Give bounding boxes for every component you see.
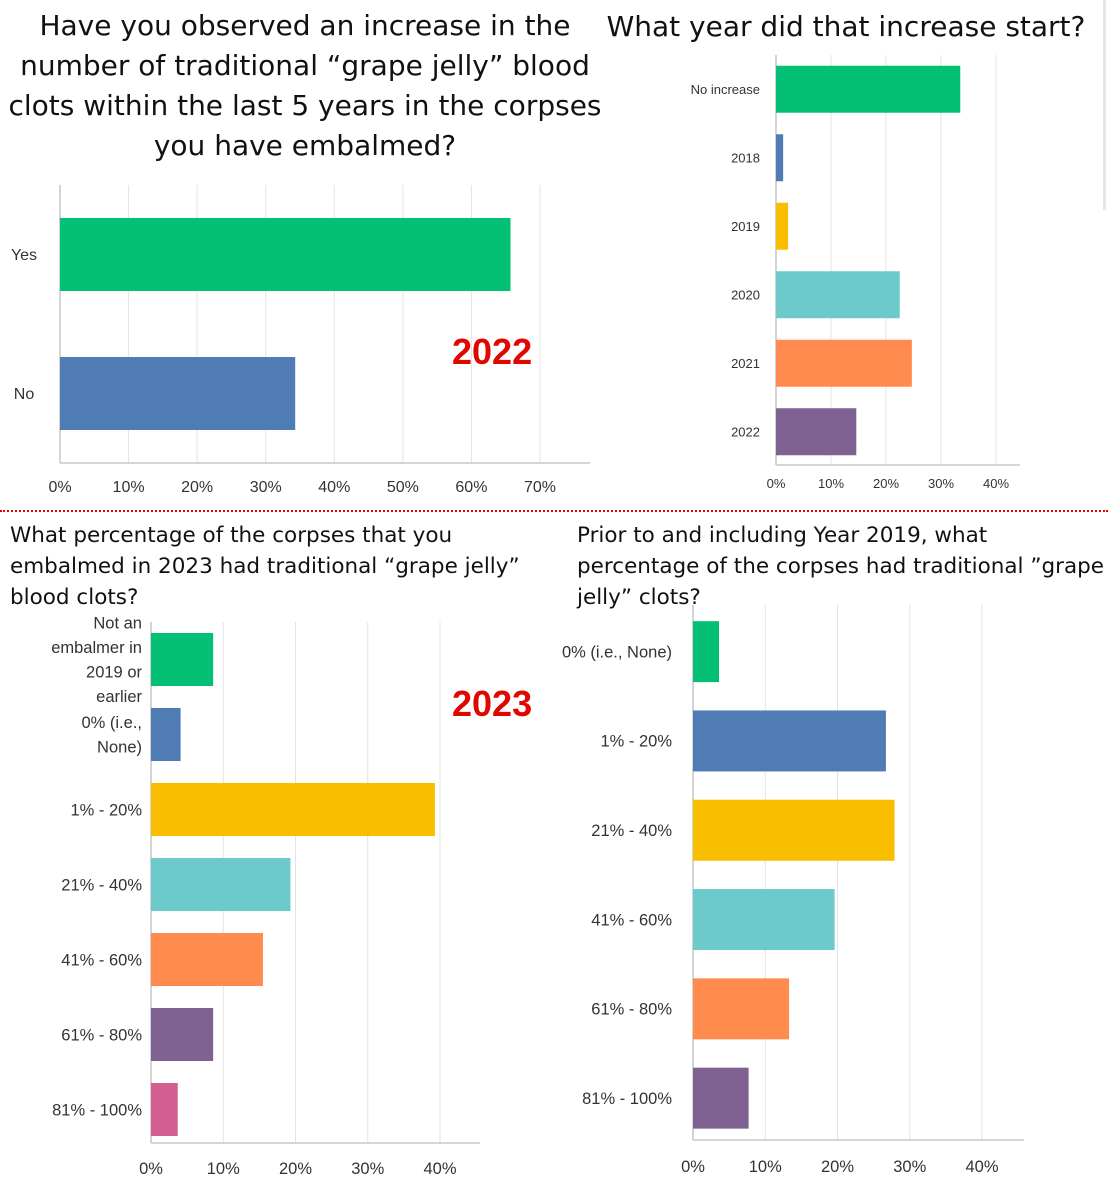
- category-label: 0% (i.e., None): [562, 643, 672, 661]
- category-label: 61% - 80%: [591, 1001, 672, 1019]
- x-tick-label: 10%: [207, 1160, 240, 1178]
- x-tick-label: 70%: [524, 479, 556, 496]
- bar: [776, 271, 900, 319]
- bar: [693, 710, 886, 772]
- x-tick-label: 30%: [893, 1158, 926, 1176]
- category-label: 2021: [731, 356, 760, 371]
- x-tick-label: 20%: [279, 1160, 312, 1178]
- category-label: 2020: [731, 287, 760, 302]
- bar: [151, 933, 263, 986]
- chart-title-pre-2019-percentage: Prior to and including Year 2019, what p…: [577, 523, 1105, 610]
- x-tick-label: 20%: [181, 479, 213, 496]
- bar: [776, 339, 912, 387]
- category-label: 21% - 40%: [591, 822, 672, 840]
- category-label: No: [14, 386, 35, 403]
- x-tick-label: 20%: [821, 1158, 854, 1176]
- bar: [693, 889, 835, 951]
- x-tick-label: 20%: [873, 476, 899, 491]
- bar: [693, 978, 790, 1040]
- category-label: 41% - 60%: [591, 911, 672, 929]
- category-label: No increase: [691, 82, 760, 97]
- category-label: 0% (i.e., None): [81, 714, 142, 757]
- bar: [151, 633, 214, 686]
- x-tick-label: 0%: [139, 1160, 163, 1178]
- x-tick-label: 10%: [113, 479, 145, 496]
- x-tick-label: 50%: [387, 479, 419, 496]
- x-tick-label: 10%: [749, 1158, 782, 1176]
- chart-title-increase-start-year: What year did that increase start?: [606, 10, 1086, 43]
- x-tick-label: 30%: [351, 1160, 384, 1178]
- category-label: 61% - 80%: [61, 1026, 142, 1044]
- x-tick-label: 60%: [455, 479, 487, 496]
- bar: [151, 1008, 214, 1061]
- bar: [776, 65, 961, 113]
- bar: [60, 357, 296, 430]
- category-label: 2018: [731, 150, 760, 165]
- bar: [776, 134, 784, 182]
- category-label: Not an embalmer in 2019 or earlier: [51, 615, 142, 707]
- bar: [151, 783, 435, 836]
- bar: [693, 621, 720, 683]
- x-tick-label: 0%: [681, 1158, 705, 1176]
- x-tick-label: 0%: [767, 476, 786, 491]
- bar: [60, 218, 511, 291]
- category-label: Yes: [11, 247, 37, 264]
- x-tick-label: 30%: [250, 479, 282, 496]
- x-tick-label: 40%: [423, 1160, 456, 1178]
- bar: [693, 1067, 749, 1129]
- x-tick-label: 30%: [928, 476, 954, 491]
- category-label: 2019: [731, 219, 760, 234]
- window-edge: [1103, 0, 1106, 210]
- x-tick-label: 10%: [818, 476, 844, 491]
- category-label: 81% - 100%: [52, 1101, 142, 1119]
- bar: [151, 708, 181, 761]
- chart-title-clot-increase: Have you observed an increase in the num…: [8, 9, 602, 162]
- bar: [693, 799, 895, 861]
- section-divider: [0, 510, 1108, 512]
- category-label: 21% - 40%: [61, 876, 142, 894]
- category-label: 1% - 20%: [600, 733, 672, 751]
- year-tag-2023: 2023: [452, 683, 533, 724]
- x-tick-label: 40%: [983, 476, 1009, 491]
- category-label: 2022: [731, 424, 760, 439]
- bar: [776, 202, 789, 250]
- category-label: 81% - 100%: [582, 1090, 672, 1108]
- x-tick-label: 40%: [318, 479, 350, 496]
- category-label: 41% - 60%: [61, 951, 142, 969]
- x-tick-label: 0%: [48, 479, 71, 496]
- bar: [151, 858, 291, 911]
- chart-title-2023-percentage: What percentage of the corpses that you …: [10, 523, 520, 610]
- bar: [151, 1083, 178, 1136]
- x-tick-label: 40%: [965, 1158, 998, 1176]
- category-label: 1% - 20%: [70, 801, 142, 819]
- year-tag-2022: 2022: [452, 331, 533, 372]
- bar: [776, 408, 857, 456]
